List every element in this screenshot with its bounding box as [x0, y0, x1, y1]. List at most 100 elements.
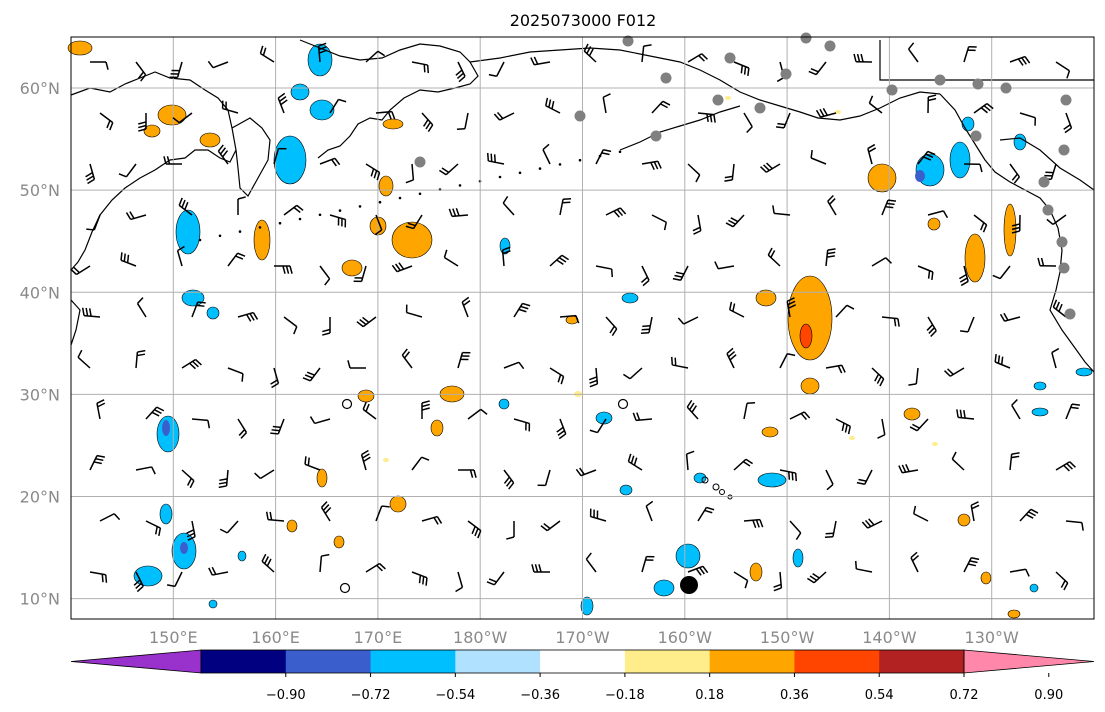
wind-barb-flag	[983, 105, 991, 112]
wind-barb-flag	[237, 196, 246, 200]
wind-barb-flag	[113, 513, 121, 521]
wind-barb-flag	[1063, 124, 1071, 130]
wind-barb	[499, 112, 515, 121]
wind-barb-flag	[858, 478, 867, 482]
station-dot	[574, 110, 586, 122]
wind-barb	[774, 212, 791, 216]
island-dot	[578, 158, 582, 162]
wind-barb-flag	[959, 409, 963, 418]
coastline	[999, 137, 1095, 191]
wind-barb	[77, 356, 91, 369]
wind-barb-flag	[928, 327, 935, 334]
hollow-marker	[341, 398, 353, 410]
station-dot	[1058, 262, 1070, 274]
wind-barb-flag	[675, 271, 685, 275]
wind-barb	[697, 214, 702, 231]
wind-barb	[1009, 454, 1013, 471]
anomaly-blob	[382, 118, 404, 130]
wind-barb-flag	[245, 314, 252, 322]
wind-barbs	[70, 42, 1084, 593]
wind-barb-flag	[1017, 58, 1024, 66]
wind-barb-flag	[777, 122, 786, 126]
wind-barb	[178, 204, 193, 216]
wind-barb	[733, 61, 750, 69]
wind-barb-flag	[1058, 303, 1063, 312]
wind-barb	[237, 311, 254, 318]
colorbar-outline	[200, 649, 965, 674]
wind-barb	[406, 311, 423, 318]
wind-barb-flag	[463, 300, 471, 306]
wind-barb-flag	[363, 456, 371, 463]
anomaly-blob	[619, 484, 633, 496]
wind-barb	[973, 214, 988, 226]
wind-barb-flag	[192, 360, 199, 368]
station-dot	[724, 52, 736, 64]
wind-barb-flag	[403, 351, 411, 359]
wind-barb-flag	[322, 504, 330, 511]
wind-barb	[493, 571, 505, 586]
colorbar-tick-label: −0.90	[266, 688, 306, 703]
wind-barb-flag	[488, 73, 497, 77]
wind-barb-flag	[370, 168, 375, 177]
colorbar-segment	[201, 650, 287, 673]
colorbar-tick-labels: −0.90 −0.72 −0.54 −0.36 −0.18 0.18 0.36 0.54 0.7…	[266, 673, 1063, 703]
wind-barb-flag	[318, 42, 327, 47]
wind-barb-flag	[773, 587, 782, 592]
wind-barb	[89, 571, 106, 576]
wind-barb-flag	[197, 301, 206, 304]
wind-barb-flag	[956, 409, 959, 418]
anomaly-blob	[208, 599, 218, 609]
wind-barb	[178, 112, 193, 124]
wind-barb-flag	[493, 113, 501, 121]
wind-barb-flag	[944, 370, 951, 377]
wind-barb	[329, 214, 346, 221]
wind-barb-flag	[759, 519, 764, 528]
wind-barb-flag	[331, 159, 337, 167]
wind-barb-flag	[163, 156, 167, 165]
wind-barb	[596, 418, 607, 433]
wind-barb-flag	[640, 276, 648, 284]
wind-barb-flag	[809, 575, 818, 581]
island-outline	[719, 489, 725, 495]
wind-barb	[605, 316, 618, 330]
wind-barb-flag	[219, 478, 228, 482]
wind-barb-flag	[928, 94, 937, 98]
wind-barb-flag	[619, 207, 627, 215]
wind-barb	[731, 163, 735, 180]
wind-barb-flag	[219, 147, 227, 155]
wind-barb-flag	[129, 211, 135, 219]
colorbar-segment	[540, 650, 626, 673]
wind-barb	[277, 97, 285, 114]
wind-barb	[868, 102, 883, 114]
wind-barb	[396, 265, 413, 273]
wind-barb-flag	[376, 564, 383, 572]
wind-barb-flag	[760, 166, 767, 173]
wind-barb-flag	[562, 201, 571, 204]
wind-barb	[375, 505, 383, 522]
island-dot	[218, 234, 222, 238]
wind-barb-flag	[633, 457, 638, 466]
wind-barb-flag	[518, 308, 527, 313]
wind-barb	[534, 61, 551, 66]
wind-barb	[135, 466, 152, 471]
wind-barb-flag	[971, 504, 980, 510]
wind-barb-flag	[324, 507, 332, 514]
wind-barb-flag	[195, 358, 202, 366]
wind-barb-flag	[105, 61, 109, 70]
wind-barb	[457, 352, 464, 369]
wind-barb	[595, 149, 604, 165]
wind-barb-flag	[822, 108, 828, 116]
colorbar-tick-label: −0.54	[435, 688, 475, 703]
wind-barb	[917, 265, 934, 273]
wind-barb	[963, 265, 969, 282]
anomaly-blob	[749, 562, 763, 582]
wind-barb-flag	[458, 75, 466, 83]
wind-barb	[820, 112, 837, 118]
wind-barb	[958, 416, 975, 420]
wind-barb	[212, 61, 229, 69]
wind-barb	[237, 418, 248, 433]
wind-barb-flag	[732, 303, 736, 312]
wind-barb	[648, 316, 653, 333]
wind-barb-flag	[235, 255, 244, 260]
